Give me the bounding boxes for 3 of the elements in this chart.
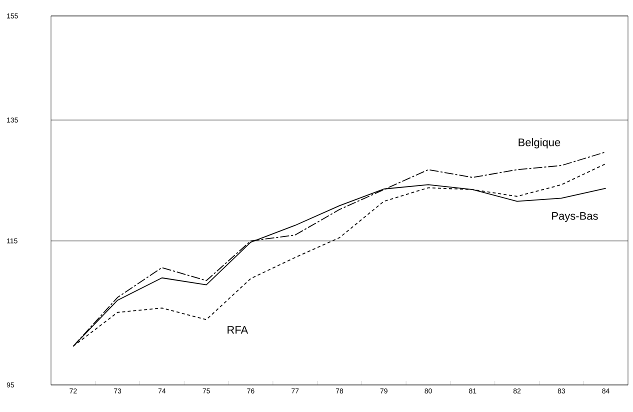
- series-label: RFA: [228, 326, 248, 334]
- series-label: Pays-Bas: [552, 212, 598, 222]
- series-label: Belgique: [518, 138, 560, 148]
